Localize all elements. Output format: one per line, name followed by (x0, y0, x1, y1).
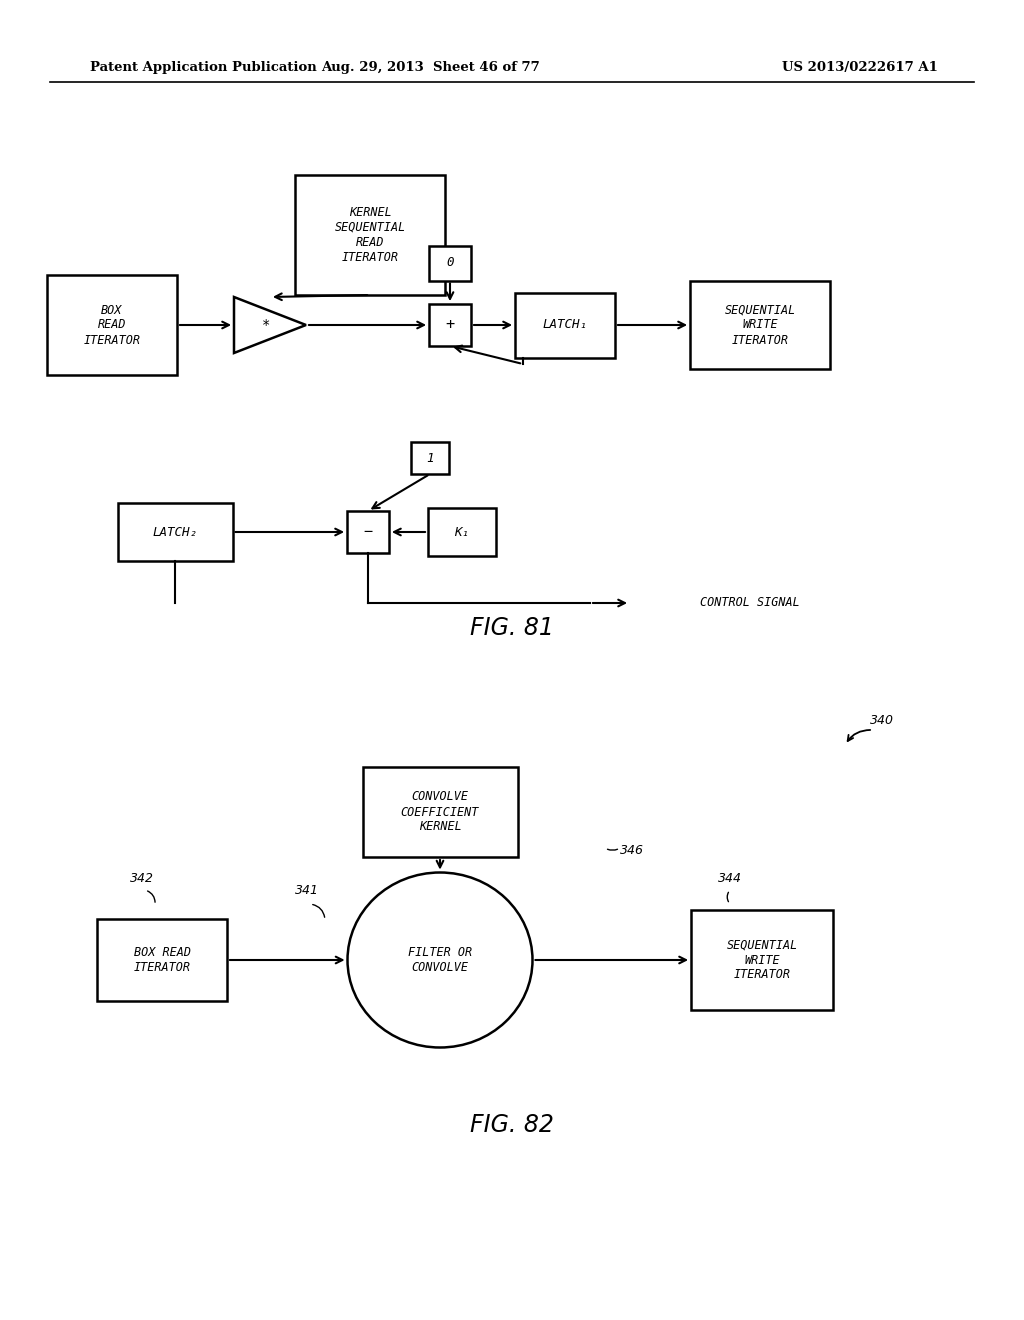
Text: K₁: K₁ (455, 525, 469, 539)
Text: US 2013/0222617 A1: US 2013/0222617 A1 (782, 62, 938, 74)
Bar (347, 511, 389, 553)
Text: −: − (364, 524, 373, 540)
Bar (515, 293, 615, 358)
Text: BOX READ
ITERATOR: BOX READ ITERATOR (133, 946, 190, 974)
Text: FIG. 81: FIG. 81 (470, 616, 554, 640)
Bar (295, 176, 445, 294)
Bar (429, 304, 471, 346)
Text: KERNEL
SEQUENTIAL
READ
ITERATOR: KERNEL SEQUENTIAL READ ITERATOR (335, 206, 406, 264)
Bar (691, 909, 833, 1010)
Text: 346: 346 (620, 843, 644, 857)
Text: FILTER OR
CONVOLVE: FILTER OR CONVOLVE (408, 946, 472, 974)
Text: CONTROL SIGNAL: CONTROL SIGNAL (700, 597, 800, 610)
Polygon shape (234, 297, 306, 352)
Text: SEQUENTIAL
WRITE
ITERATOR: SEQUENTIAL WRITE ITERATOR (726, 939, 798, 982)
Bar (429, 246, 471, 281)
Text: LATCH₁: LATCH₁ (543, 318, 588, 331)
Text: 342: 342 (130, 871, 154, 884)
Text: *: * (262, 318, 270, 333)
Text: CONVOLVE
COEFFICIENT
KERNEL: CONVOLVE COEFFICIENT KERNEL (400, 791, 479, 833)
Text: 0: 0 (446, 256, 454, 269)
Ellipse shape (347, 873, 532, 1048)
Bar (411, 442, 449, 474)
Text: LATCH₂: LATCH₂ (153, 525, 198, 539)
Text: +: + (445, 318, 455, 333)
Text: Aug. 29, 2013  Sheet 46 of 77: Aug. 29, 2013 Sheet 46 of 77 (321, 62, 540, 74)
Bar (47, 275, 177, 375)
Text: 340: 340 (870, 714, 894, 726)
Text: SEQUENTIAL
WRITE
ITERATOR: SEQUENTIAL WRITE ITERATOR (724, 304, 796, 346)
Text: 344: 344 (718, 871, 742, 884)
Text: FIG. 82: FIG. 82 (470, 1113, 554, 1137)
Bar (362, 767, 517, 857)
Bar (97, 919, 227, 1001)
Bar (428, 508, 496, 556)
Text: 1: 1 (426, 451, 434, 465)
Bar (118, 503, 232, 561)
Bar (690, 281, 830, 370)
Text: Patent Application Publication: Patent Application Publication (90, 62, 316, 74)
Text: 341: 341 (295, 883, 319, 896)
Text: BOX
READ
ITERATOR: BOX READ ITERATOR (84, 304, 140, 346)
